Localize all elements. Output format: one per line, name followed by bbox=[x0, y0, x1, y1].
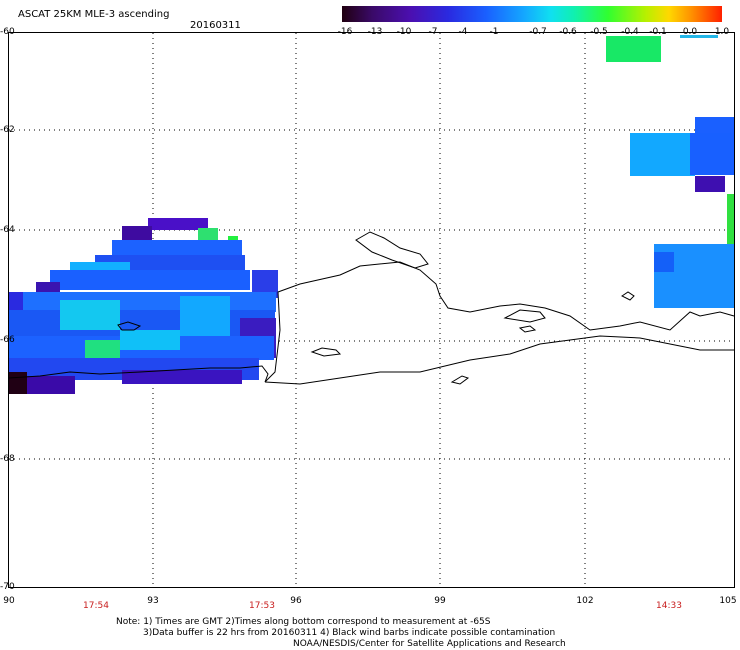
swath-cell bbox=[112, 240, 242, 258]
wind-swath-west bbox=[9, 218, 278, 394]
x-axis-label: 105 bbox=[719, 596, 737, 606]
footnote-credit: NOAA/NESDIS/Center for Satellite Applica… bbox=[293, 639, 566, 649]
swath-cell bbox=[690, 133, 734, 175]
swath-cell bbox=[654, 252, 674, 272]
island bbox=[310, 347, 342, 357]
island bbox=[355, 231, 429, 269]
y-axis-label: -62 bbox=[0, 125, 15, 135]
swath-cell bbox=[198, 228, 218, 240]
island bbox=[621, 291, 635, 301]
x-axis-label: 102 bbox=[576, 596, 594, 606]
swath-cell bbox=[122, 370, 242, 384]
swath-cell bbox=[122, 226, 152, 240]
swath-cell bbox=[695, 117, 734, 133]
swath-cell bbox=[120, 330, 180, 350]
swath-cell bbox=[27, 376, 75, 394]
swath-cell bbox=[695, 176, 725, 192]
ice-edge-legend-line bbox=[680, 35, 718, 38]
swath-cell bbox=[85, 340, 120, 362]
y-axis-label: -70 bbox=[0, 582, 15, 592]
x-axis-label: 93 bbox=[147, 596, 159, 606]
ice-shelf-line bbox=[264, 335, 734, 385]
island bbox=[450, 375, 470, 385]
island bbox=[117, 321, 142, 331]
swath-cell bbox=[727, 194, 734, 244]
time-label: 17:54 bbox=[83, 601, 109, 611]
swath-cell bbox=[50, 270, 250, 290]
swath-cell bbox=[95, 255, 245, 270]
footnote-line: Note: 1) Times are GMT 2)Times along bot… bbox=[116, 617, 491, 627]
footnote-line: 3)Data buffer is 22 hrs from 20160311 4)… bbox=[143, 628, 556, 638]
swath-cell bbox=[630, 133, 695, 176]
colorbar bbox=[342, 6, 722, 22]
x-axis-label: 99 bbox=[434, 596, 446, 606]
plot-frame bbox=[8, 32, 735, 588]
swath-cell bbox=[9, 292, 23, 312]
y-axis-label: -60 bbox=[0, 27, 15, 37]
map-date: 20160311 bbox=[190, 20, 241, 31]
coastline bbox=[8, 231, 735, 385]
swath-cell bbox=[606, 36, 661, 62]
y-axis-label: -66 bbox=[0, 335, 15, 345]
time-label: 14:33 bbox=[656, 601, 682, 611]
swath-cell bbox=[180, 296, 230, 336]
island bbox=[503, 309, 546, 323]
y-axis-label: -68 bbox=[0, 454, 15, 464]
time-label: 17:53 bbox=[249, 601, 275, 611]
swath-cell bbox=[148, 218, 208, 230]
map-title: ASCAT 25KM MLE-3 ascending bbox=[18, 9, 170, 20]
x-axis-label: 96 bbox=[290, 596, 302, 606]
coast-line bbox=[8, 261, 735, 383]
y-axis-label: -64 bbox=[0, 225, 15, 235]
x-axis-label: 90 bbox=[3, 596, 15, 606]
wind-swath-east bbox=[606, 36, 734, 308]
swath-cell bbox=[60, 300, 120, 330]
island bbox=[518, 325, 537, 333]
swath-cell bbox=[36, 282, 60, 294]
